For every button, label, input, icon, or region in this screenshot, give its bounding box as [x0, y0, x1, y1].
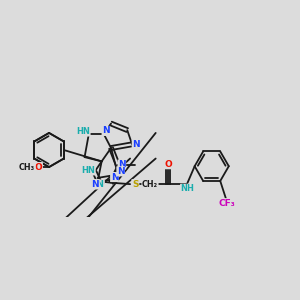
Text: O: O	[34, 163, 42, 172]
Text: S: S	[132, 180, 139, 189]
Text: CH₃: CH₃	[19, 163, 35, 172]
Text: O: O	[165, 160, 172, 169]
Text: CF₃: CF₃	[218, 199, 235, 208]
Text: N: N	[92, 180, 99, 189]
Text: N: N	[117, 167, 124, 176]
Text: N: N	[132, 140, 140, 149]
Text: CH₂: CH₂	[142, 180, 158, 189]
Text: N: N	[118, 160, 126, 169]
Text: HN: HN	[91, 180, 104, 189]
Text: HN: HN	[81, 166, 95, 175]
Text: NH: NH	[181, 184, 194, 193]
Text: N: N	[111, 172, 118, 182]
Text: N: N	[102, 126, 110, 135]
Text: HN: HN	[76, 127, 90, 136]
